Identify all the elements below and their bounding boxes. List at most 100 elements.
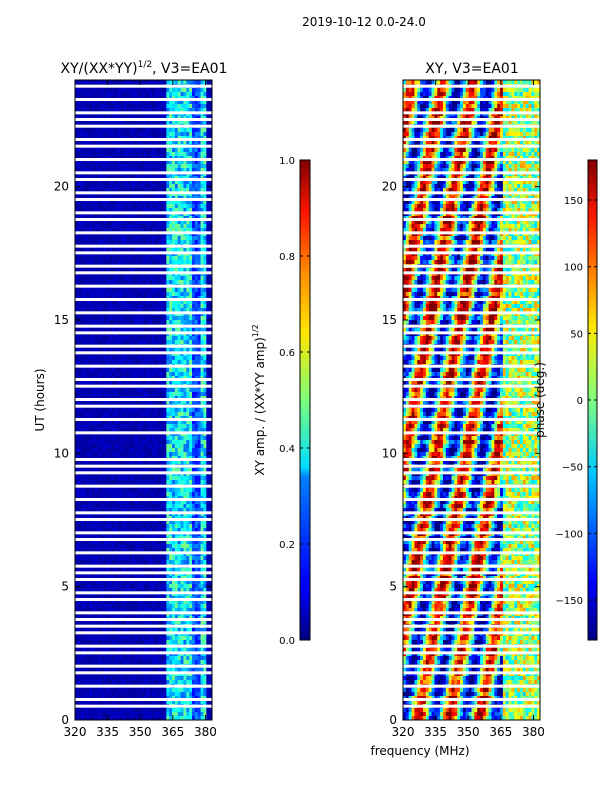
amplitude-heatmap-cell: [92, 460, 96, 465]
amplitude-heatmap-cell: [86, 120, 90, 125]
amplitude-heatmap-cell: [106, 180, 110, 185]
amplitude-heatmap-cell: [166, 444, 170, 449]
amplitude-heatmap-cell: [186, 316, 190, 321]
amplitude-heatmap-cell: [194, 368, 199, 373]
amplitude-heatmap-cell: [137, 380, 142, 385]
amplitude-heatmap-cell: [166, 316, 170, 321]
amplitude-heatmap-cell: [97, 228, 102, 233]
amplitude-heatmap-cell: [114, 380, 119, 385]
amplitude-heatmap-cell: [166, 340, 170, 345]
amplitude-heatmap-row: [75, 152, 213, 157]
amplitude-heatmap-cell: [160, 340, 164, 345]
amplitude-heatmap-cell: [132, 104, 136, 109]
amplitude-heatmap-cell: [197, 368, 201, 373]
amplitude-heatmap-cell: [132, 480, 136, 485]
amplitude-heatmap-cell: [75, 100, 79, 105]
amplitude-heatmap-cell: [97, 92, 102, 97]
amplitude-heatmap-cell: [89, 128, 93, 133]
amplitude-heatmap-cell: [174, 356, 179, 361]
amplitude-heatmap-cell: [152, 188, 156, 193]
amplitude-heatmap-cell: [206, 368, 210, 373]
amplitude-heatmap-cell: [192, 88, 196, 93]
amplitude-heatmap-cell: [106, 340, 110, 345]
amplitude-heatmap-cell: [80, 228, 84, 233]
amplitude-heatmap-cell: [152, 164, 156, 169]
amplitude-heatmap-cell: [126, 304, 130, 309]
amplitude-heatmap-cell: [94, 120, 99, 125]
amplitude-heatmap-cell: [154, 444, 159, 449]
amplitude-heatmap-cell: [157, 452, 162, 457]
amplitude-heatmap-cell: [92, 448, 96, 453]
amplitude-heatmap-cell: [89, 88, 93, 93]
amplitude-heatmap-cell: [169, 424, 173, 429]
amplitude-heatmap-cell: [109, 288, 113, 293]
amplitude-heatmap-cell: [92, 440, 96, 445]
amplitude-heatmap-cell: [189, 104, 193, 109]
amplitude-heatmap-cell: [92, 152, 96, 157]
amplitude-heatmap-cell: [97, 348, 102, 353]
amplitude-heatmap-cell: [143, 388, 147, 393]
amplitude-heatmap-cell: [94, 336, 99, 341]
amplitude-heatmap-cell: [134, 152, 139, 157]
amplitude-heatmap-cell: [200, 128, 204, 133]
amplitude-heatmap-cell: [194, 132, 199, 137]
amplitude-heatmap-cell: [75, 412, 79, 417]
amplitude-heatmap-cell: [203, 104, 207, 109]
amplitude-heatmap-cell: [157, 356, 162, 361]
amplitude-heatmap-cell: [103, 288, 107, 293]
amplitude-heatmap-cell: [109, 100, 113, 105]
amplitude-heatmap-cell: [194, 120, 199, 125]
amplitude-heatmap-cell: [117, 348, 122, 353]
amplitude-heatmap-cell: [86, 300, 90, 305]
amplitude-heatmap-cell: [152, 316, 156, 321]
amplitude-heatmap-cell: [166, 164, 170, 169]
amplitude-heatmap-cell: [94, 328, 99, 333]
amplitude-heatmap-cell: [203, 436, 207, 441]
amplitude-heatmap-cell: [109, 300, 113, 305]
amplitude-heatmap-cell: [189, 140, 193, 145]
amplitude-heatmap-cell: [209, 368, 213, 373]
amplitude-heatmap-cell: [134, 268, 139, 273]
amplitude-heatmap-cell: [194, 436, 199, 441]
amplitude-heatmap-cell: [174, 444, 179, 449]
amplitude-heatmap-cell: [140, 480, 144, 485]
amplitude-heatmap-cell: [129, 440, 133, 445]
amplitude-heatmap-cell: [206, 260, 210, 265]
amplitude-heatmap-cell: [89, 468, 93, 473]
amplitude-heatmap-cell: [172, 168, 176, 173]
amplitude-heatmap-cell: [132, 224, 136, 229]
amplitude-heatmap-cell: [206, 188, 210, 193]
amplitude-heatmap-cell: [94, 168, 99, 173]
amplitude-heatmap-cell: [143, 360, 147, 365]
amplitude-heatmap-cell: [134, 128, 139, 133]
amplitude-heatmap-cell: [137, 368, 142, 373]
amplitude-heatmap-cell: [189, 292, 193, 297]
amplitude-heatmap-cell: [160, 100, 164, 105]
amplitude-heatmap-cell: [160, 280, 164, 285]
amplitude-heatmap-cell: [194, 128, 199, 133]
amplitude-heatmap-cell: [197, 288, 201, 293]
amplitude-heatmap-cell: [172, 400, 176, 405]
amplitude-heatmap-cell: [106, 356, 110, 361]
amplitude-heatmap-cell: [80, 168, 84, 173]
amplitude-heatmap-cell: [157, 408, 162, 413]
amplitude-heatmap-cell: [149, 440, 153, 445]
amplitude-heatmap-cell: [126, 184, 130, 189]
amplitude-heatmap-cell: [209, 392, 213, 397]
amplitude-heatmap-cell: [103, 372, 107, 377]
amplitude-heatmap-cell: [206, 316, 210, 321]
amplitude-heatmap-cell: [154, 428, 159, 433]
amplitude-heatmap-row: [75, 288, 213, 293]
amplitude-heatmap-cell: [120, 120, 124, 125]
amplitude-heatmap-cell: [94, 476, 99, 481]
amplitude-heatmap-cell: [80, 104, 84, 109]
amplitude-heatmap-cell: [197, 476, 201, 481]
amplitude-heatmap-cell: [140, 100, 144, 105]
amplitude-heatmap-cell: [169, 128, 173, 133]
amplitude-heatmap-cell: [97, 444, 102, 449]
amplitude-heatmap-cell: [94, 348, 99, 353]
amplitude-heatmap-cell: [140, 104, 144, 109]
amplitude-heatmap-cell: [166, 184, 170, 189]
amplitude-heatmap-cell: [129, 444, 133, 449]
amplitude-heatmap-cell: [172, 188, 176, 193]
